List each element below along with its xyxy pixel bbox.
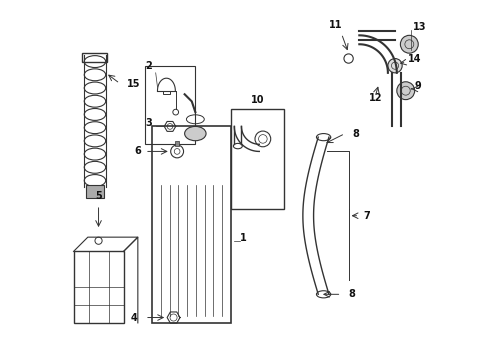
Text: 9: 9	[415, 81, 421, 91]
Bar	[175, 141, 179, 146]
Text: 12: 12	[368, 93, 382, 103]
Text: 3: 3	[145, 118, 152, 129]
Text: 11: 11	[329, 20, 343, 30]
Bar	[86, 185, 104, 198]
Text: 5: 5	[95, 192, 102, 202]
Bar	[231, 109, 284, 208]
Text: 4: 4	[131, 312, 138, 323]
Circle shape	[397, 82, 415, 100]
Text: 8: 8	[352, 129, 359, 139]
Text: 8: 8	[348, 289, 355, 299]
Text: 2: 2	[145, 61, 152, 71]
Text: 6: 6	[135, 147, 142, 157]
Circle shape	[388, 59, 402, 73]
Text: 14: 14	[408, 54, 421, 64]
Circle shape	[400, 35, 418, 53]
Bar	[152, 126, 231, 323]
Text: 10: 10	[251, 95, 264, 105]
Text: 15: 15	[127, 78, 141, 89]
Text: 13: 13	[413, 22, 426, 32]
Bar	[82, 53, 107, 62]
Text: 1: 1	[240, 233, 246, 243]
Bar	[163, 91, 170, 94]
Text: 7: 7	[363, 211, 369, 221]
Ellipse shape	[185, 126, 206, 141]
